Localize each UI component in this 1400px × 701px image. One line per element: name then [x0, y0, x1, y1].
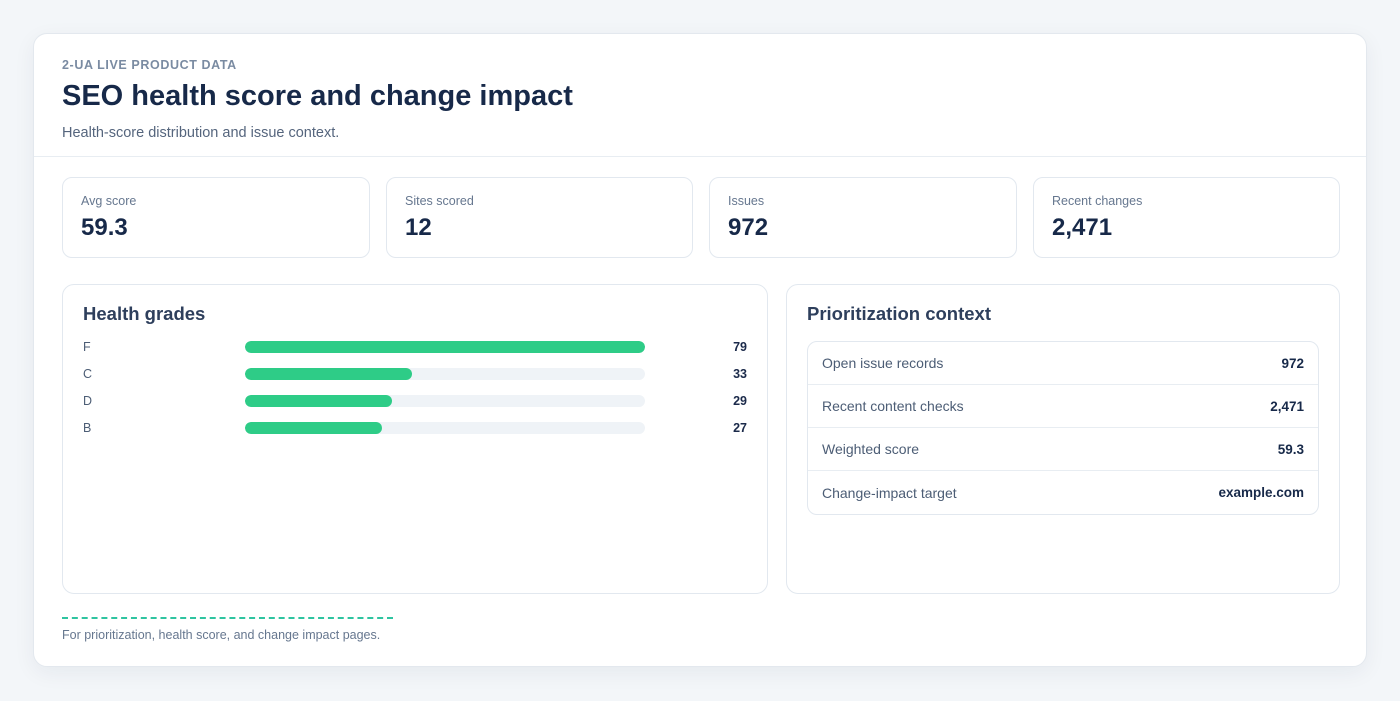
grade-label: C: [83, 367, 93, 381]
kpi-value: 972: [728, 214, 769, 241]
grade-count: 79: [733, 340, 747, 354]
grade-count: 33: [733, 367, 747, 381]
page-eyebrow: 2-UA LIVE PRODUCT DATA: [62, 58, 237, 72]
grade-count: 27: [733, 421, 747, 435]
grade-bar: [245, 422, 382, 434]
grade-bar: [245, 341, 645, 353]
context-value: 59.3: [1277, 441, 1304, 457]
kpi-avg-score: Avg score 59.3: [62, 177, 370, 258]
page-subtitle: Health-score distribution and issue cont…: [62, 125, 340, 141]
grade-label: D: [83, 394, 93, 408]
context-row: Change-impact target example.com: [808, 471, 1318, 514]
context-value: 972: [1281, 355, 1304, 371]
footer-note: For prioritization, health score, and ch…: [62, 628, 381, 642]
grade-bar-track: [245, 341, 645, 353]
grade-row: B 27: [83, 421, 747, 448]
context-label: Open issue records: [822, 355, 944, 371]
context-label: Change-impact target: [822, 484, 957, 501]
grade-bar-track: [245, 422, 645, 434]
grade-rows: F 79 C 33 D 29 B: [83, 340, 747, 448]
context-row: Recent content checks 2,471: [808, 385, 1318, 428]
kpi-label: Sites scored: [405, 194, 474, 208]
prioritization-context-title: Prioritization context: [807, 303, 991, 324]
grade-bar: [245, 368, 413, 380]
kpi-label: Issues: [728, 194, 765, 208]
context-label: Recent content checks: [822, 398, 964, 414]
grade-count: 29: [733, 394, 747, 408]
kpi-row: Avg score 59.3 Sites scored 12 Issues 97…: [62, 177, 1340, 258]
context-value: 2,471: [1270, 398, 1304, 414]
page-header: 2-UA LIVE PRODUCT DATA SEO health score …: [34, 34, 1366, 157]
kpi-issues: Issues 972: [709, 177, 1017, 258]
dashboard-card: 2-UA LIVE PRODUCT DATA SEO health score …: [33, 33, 1367, 667]
footer-divider: [62, 617, 393, 619]
grade-bar: [245, 395, 392, 407]
context-row: Weighted score 59.3: [808, 428, 1318, 471]
kpi-sites-scored: Sites scored 12: [386, 177, 693, 258]
page-footer: For prioritization, health score, and ch…: [62, 617, 393, 642]
grade-row: F 79: [83, 340, 747, 367]
grade-row: C 33: [83, 367, 747, 394]
kpi-label: Avg score: [81, 194, 137, 208]
grade-row: D 29: [83, 394, 747, 421]
context-table: Open issue records 972 Recent content ch…: [807, 341, 1319, 515]
context-value: example.com: [1218, 485, 1304, 500]
kpi-recent-changes: Recent changes 2,471: [1033, 177, 1340, 258]
grade-bar-track: [245, 395, 645, 407]
health-grades-title: Health grades: [83, 303, 206, 324]
context-label: Weighted score: [822, 441, 920, 457]
grade-label: B: [83, 421, 92, 435]
kpi-value: 12: [405, 214, 432, 241]
health-grades-panel: Health grades F 79 C 33 D: [62, 284, 768, 594]
page-title: SEO health score and change impact: [62, 80, 573, 112]
kpi-value: 59.3: [81, 214, 128, 241]
prioritization-context-panel: Prioritization context Open issue record…: [786, 284, 1340, 594]
grade-label: F: [83, 340, 91, 354]
kpi-label: Recent changes: [1052, 194, 1143, 208]
kpi-value: 2,471: [1052, 214, 1113, 241]
grade-bar-track: [245, 368, 645, 380]
context-row: Open issue records 972: [808, 342, 1318, 385]
